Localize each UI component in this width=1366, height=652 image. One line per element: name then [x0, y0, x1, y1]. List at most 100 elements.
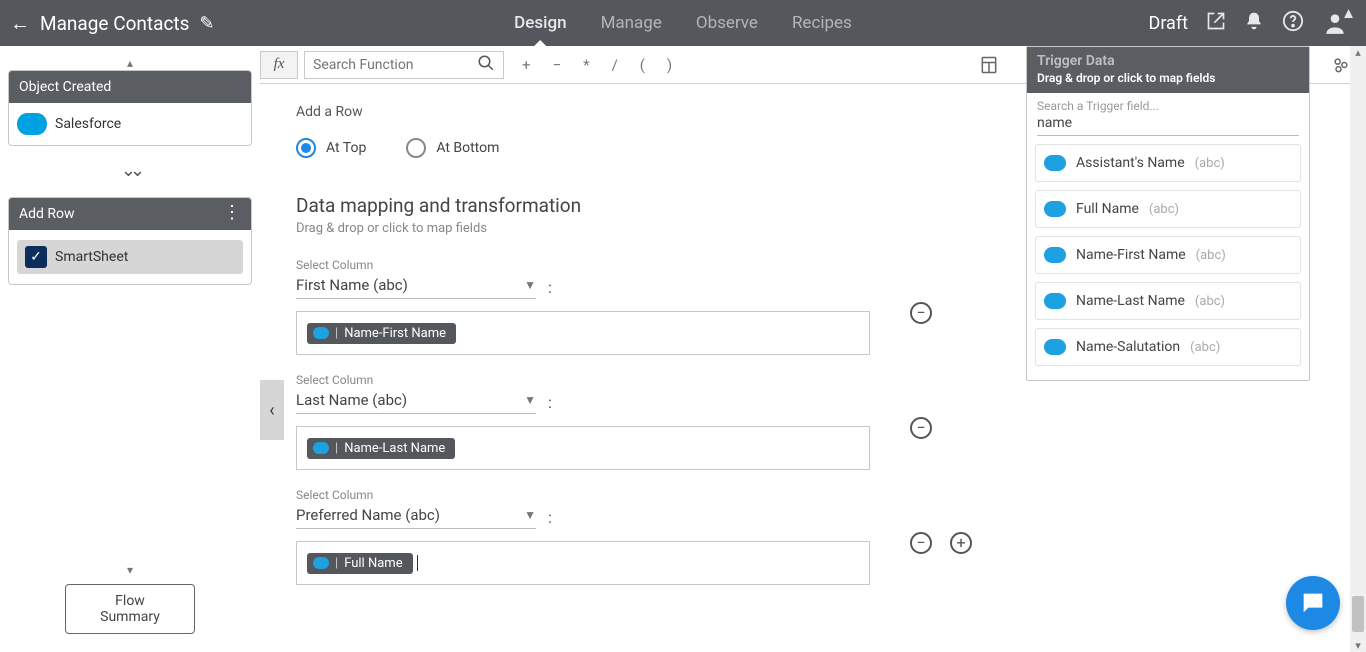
selected-column-value: First Name (abc) — [296, 276, 408, 294]
user-avatar[interactable]: ▲ — [1322, 10, 1348, 36]
add-row-button[interactable]: + — [950, 532, 972, 554]
help-icon[interactable] — [1282, 10, 1304, 37]
radio-at-top[interactable]: At Top — [296, 138, 366, 158]
field-chip[interactable]: | Full Name — [307, 553, 413, 574]
salesforce-mini-icon — [313, 442, 329, 454]
source-salesforce[interactable]: Salesforce — [17, 113, 243, 135]
scroll-thumb[interactable] — [1352, 596, 1364, 632]
select-column-dropdown[interactable]: First Name (abc) ▼ — [296, 276, 536, 299]
source-smartsheet[interactable]: ✓ SmartSheet — [17, 240, 243, 274]
trigger-search-label: Search a Trigger field... — [1037, 99, 1299, 113]
radio-at-bottom[interactable]: At Bottom — [406, 138, 499, 158]
back-arrow-icon[interactable]: ← — [0, 11, 40, 36]
tab-observe[interactable]: Observe — [696, 0, 758, 46]
right-scrollbar[interactable]: ▴ ▾ — [1350, 46, 1366, 652]
radio-dot-icon — [296, 138, 316, 158]
gear-cluster-icon[interactable] — [1330, 54, 1352, 76]
salesforce-mini-icon — [1044, 201, 1066, 217]
card-head-add-row: Add Row ⋮ — [9, 198, 251, 230]
top-bar: ← Manage Contacts ✎ Design Manage Observ… — [0, 0, 1366, 46]
scroll-up-icon[interactable]: ▴ — [1350, 46, 1366, 59]
trigger-field-label: Name-Salutation — [1076, 339, 1180, 355]
source-smartsheet-label: SmartSheet — [55, 249, 128, 265]
calc-icon[interactable] — [978, 54, 1000, 76]
trigger-field[interactable]: Name-Last Name (abc) — [1035, 282, 1301, 320]
flow-connector-icon: ⌄⌄ — [8, 160, 252, 181]
select-column-label: Select Column — [296, 488, 1330, 502]
chevron-down-icon: ▼ — [524, 508, 536, 522]
mapped-field-box[interactable]: | Name-First Name — [296, 311, 870, 355]
source-salesforce-label: Salesforce — [55, 116, 121, 132]
tab-design[interactable]: Design — [514, 0, 566, 46]
scroll-down-icon[interactable]: ▾ — [1350, 639, 1366, 652]
mapped-field-box[interactable]: | Name-Last Name — [296, 426, 870, 470]
top-nav: Design Manage Observe Recipes — [514, 0, 852, 46]
field-chip[interactable]: | Name-First Name — [307, 323, 456, 344]
op-minus[interactable]: − — [553, 56, 562, 74]
trigger-field-type: (abc) — [1190, 340, 1220, 355]
status-badge: Draft — [1149, 13, 1189, 34]
mapped-field-box[interactable]: | Full Name — [296, 541, 870, 585]
smartsheet-icon: ✓ — [25, 246, 47, 268]
trigger-panel-head: Trigger Data Drag & drop or click to map… — [1027, 47, 1309, 93]
chevron-down-icon: ▼ — [524, 278, 536, 292]
trigger-field[interactable]: Assistant's Name (abc) — [1035, 144, 1301, 182]
search-function-input[interactable] — [313, 57, 453, 73]
trigger-search-input[interactable]: name — [1037, 113, 1299, 136]
kebab-icon[interactable]: ⋮ — [223, 202, 241, 223]
page-title: Manage Contacts — [40, 12, 189, 35]
flow-summary-button[interactable]: Flow Summary — [65, 584, 195, 634]
op-plus[interactable]: + — [522, 56, 531, 74]
text-cursor — [417, 555, 418, 571]
salesforce-mini-icon — [1044, 339, 1066, 355]
card-head-object-created: Object Created — [9, 71, 251, 103]
card-add-row-title: Add Row — [19, 206, 75, 222]
salesforce-mini-icon — [1044, 247, 1066, 263]
select-column-dropdown[interactable]: Last Name (abc) ▼ — [296, 391, 536, 414]
trigger-field-type: (abc) — [1195, 156, 1225, 171]
trigger-field[interactable]: Name-Salutation (abc) — [1035, 328, 1301, 366]
select-column-dropdown[interactable]: Preferred Name (abc) ▼ — [296, 506, 536, 529]
card-add-row: Add Row ⋮ ✓ SmartSheet — [8, 197, 252, 285]
remove-row-button[interactable]: − — [910, 302, 932, 324]
trigger-field-type: (abc) — [1149, 202, 1179, 217]
scroll-down-icon[interactable]: ▾ — [125, 563, 135, 573]
chevron-down-icon: ▼ — [524, 393, 536, 407]
chip-label: Name-First Name — [344, 326, 446, 341]
tab-manage[interactable]: Manage — [601, 0, 662, 46]
salesforce-mini-icon — [1044, 293, 1066, 309]
collapse-left-panel-icon[interactable]: ‹ — [260, 380, 284, 440]
remove-row-button[interactable]: − — [910, 532, 932, 554]
open-external-icon[interactable] — [1206, 11, 1226, 36]
search-icon[interactable] — [477, 54, 495, 76]
colon-separator: : — [548, 393, 552, 412]
scroll-up-icon[interactable]: ▴ — [125, 56, 135, 66]
op-div[interactable]: / — [612, 56, 618, 74]
trigger-title: Trigger Data — [1037, 53, 1299, 69]
mapping-row: Select Column Last Name (abc) ▼ : | Name… — [296, 373, 1330, 470]
chip-label: Full Name — [344, 556, 402, 571]
trigger-field-type: (abc) — [1195, 294, 1225, 309]
remove-row-button[interactable]: − — [910, 417, 932, 439]
field-chip[interactable]: | Name-Last Name — [307, 438, 455, 459]
trigger-field-label: Full Name — [1076, 201, 1139, 217]
salesforce-mini-icon — [313, 557, 329, 569]
search-function-box — [304, 51, 504, 79]
trigger-field-list: Assistant's Name (abc) Full Name (abc) N… — [1027, 138, 1309, 380]
trigger-field[interactable]: Full Name (abc) — [1035, 190, 1301, 228]
trigger-search: Search a Trigger field... name — [1027, 93, 1309, 138]
trigger-field[interactable]: Name-First Name (abc) — [1035, 236, 1301, 274]
trigger-field-type: (abc) — [1196, 248, 1226, 263]
op-lpar[interactable]: ( — [640, 56, 645, 74]
bell-icon[interactable] — [1244, 11, 1264, 36]
op-mult[interactable]: * — [583, 56, 589, 74]
salesforce-icon — [17, 113, 47, 135]
radio-at-top-label: At Top — [326, 140, 366, 156]
tab-recipes[interactable]: Recipes — [792, 0, 852, 46]
op-rpar[interactable]: ) — [667, 56, 672, 74]
trigger-field-label: Name-Last Name — [1076, 293, 1185, 309]
selected-column-value: Preferred Name (abc) — [296, 506, 440, 524]
chat-button[interactable] — [1286, 576, 1340, 630]
fx-icon[interactable]: fx — [260, 51, 298, 79]
pencil-icon[interactable]: ✎ — [199, 13, 214, 34]
